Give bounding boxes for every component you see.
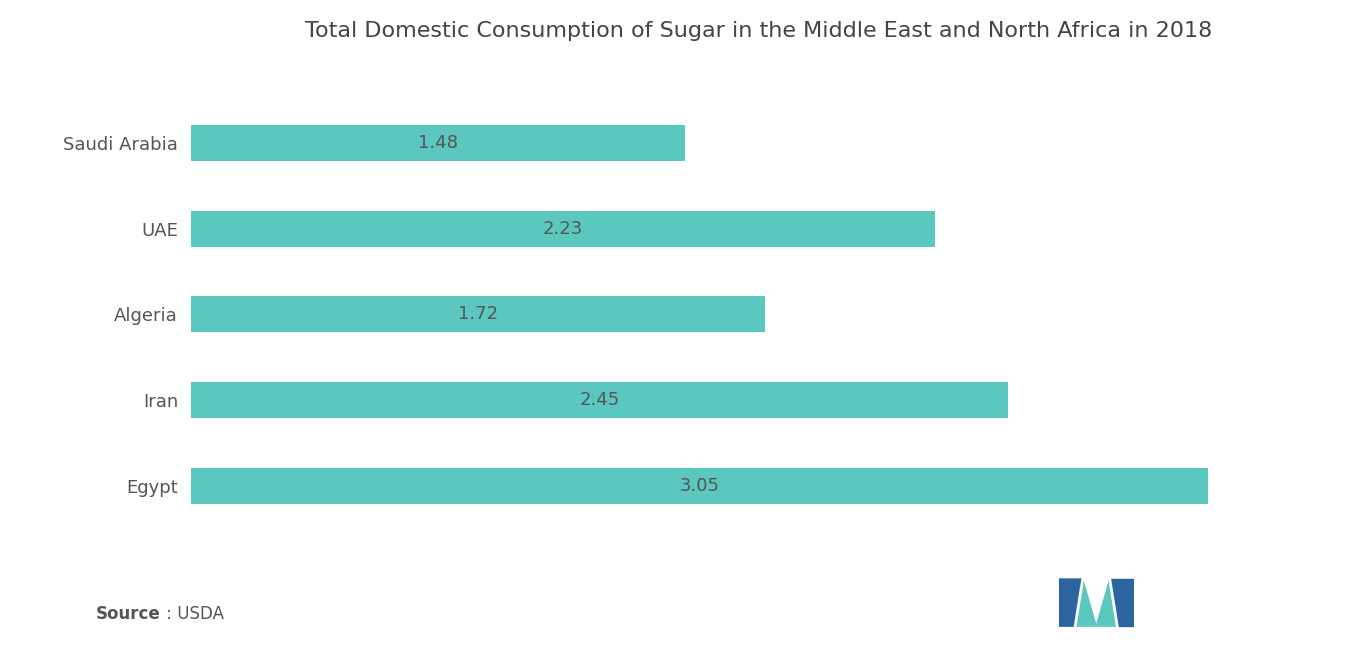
Polygon shape <box>1075 579 1097 626</box>
Bar <box>191 297 765 332</box>
Text: 3.05: 3.05 <box>680 477 720 495</box>
Bar <box>191 468 1209 504</box>
Polygon shape <box>1059 579 1083 626</box>
Text: : USDA: : USDA <box>161 605 224 623</box>
Text: Source: Source <box>96 605 160 623</box>
Text: 2.23: 2.23 <box>542 219 583 238</box>
Bar <box>191 125 684 161</box>
Text: 2.45: 2.45 <box>579 391 620 409</box>
Bar <box>191 211 934 247</box>
Polygon shape <box>1097 579 1117 626</box>
Title: Total Domestic Consumption of Sugar in the Middle East and North Africa in 2018: Total Domestic Consumption of Sugar in t… <box>305 21 1212 41</box>
Bar <box>191 382 1008 418</box>
Polygon shape <box>1109 579 1134 626</box>
Text: 1.48: 1.48 <box>418 134 458 152</box>
Text: 1.72: 1.72 <box>458 305 499 324</box>
